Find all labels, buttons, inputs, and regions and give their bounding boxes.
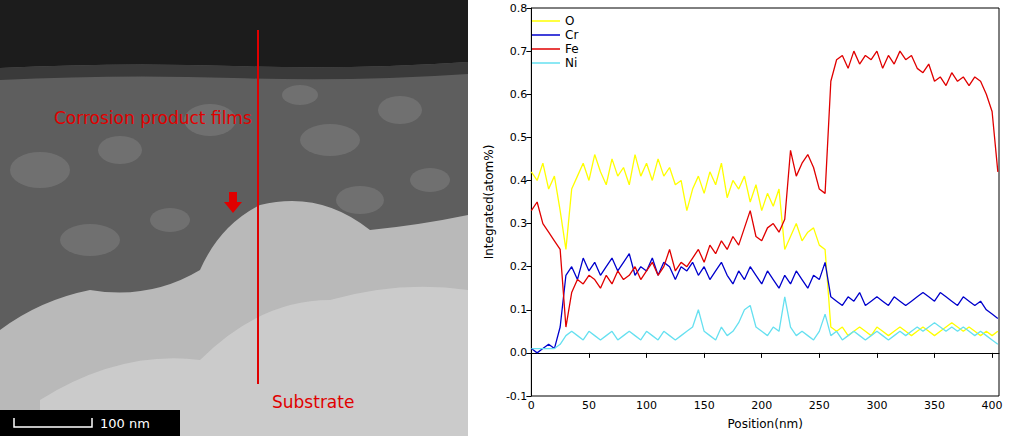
svg-text:350: 350: [924, 399, 945, 412]
svg-text:0.6: 0.6: [510, 88, 528, 101]
svg-text:Fe: Fe: [565, 42, 579, 56]
svg-text:0.3: 0.3: [510, 217, 528, 230]
svg-text:300: 300: [866, 399, 887, 412]
svg-text:50: 50: [582, 399, 596, 412]
svg-text:0.7: 0.7: [510, 45, 528, 58]
svg-text:400: 400: [982, 399, 1003, 412]
svg-text:0.4: 0.4: [510, 174, 528, 187]
svg-text:0.5: 0.5: [510, 131, 528, 144]
svg-text:150: 150: [694, 399, 715, 412]
svg-text:O: O: [565, 14, 574, 28]
svg-text:0.2: 0.2: [510, 260, 528, 273]
svg-text:0.0: 0.0: [510, 346, 528, 359]
svg-text:Corrosion product films: Corrosion product films: [54, 108, 252, 128]
svg-text:0.8: 0.8: [510, 2, 528, 15]
svg-text:-0.1: -0.1: [506, 390, 527, 403]
svg-text:0.1: 0.1: [510, 303, 528, 316]
svg-text:Position(nm): Position(nm): [727, 417, 802, 431]
svg-text:250: 250: [809, 399, 830, 412]
svg-text:Ni: Ni: [565, 56, 577, 70]
svg-text:Cr: Cr: [565, 28, 578, 42]
svg-text:Substrate: Substrate: [272, 392, 354, 412]
svg-text:0: 0: [528, 399, 535, 412]
svg-text:Integrated(atom%): Integrated(atom%): [482, 145, 496, 260]
svg-text:100 nm: 100 nm: [100, 416, 150, 431]
svg-text:100: 100: [636, 399, 657, 412]
svg-text:200: 200: [751, 399, 772, 412]
